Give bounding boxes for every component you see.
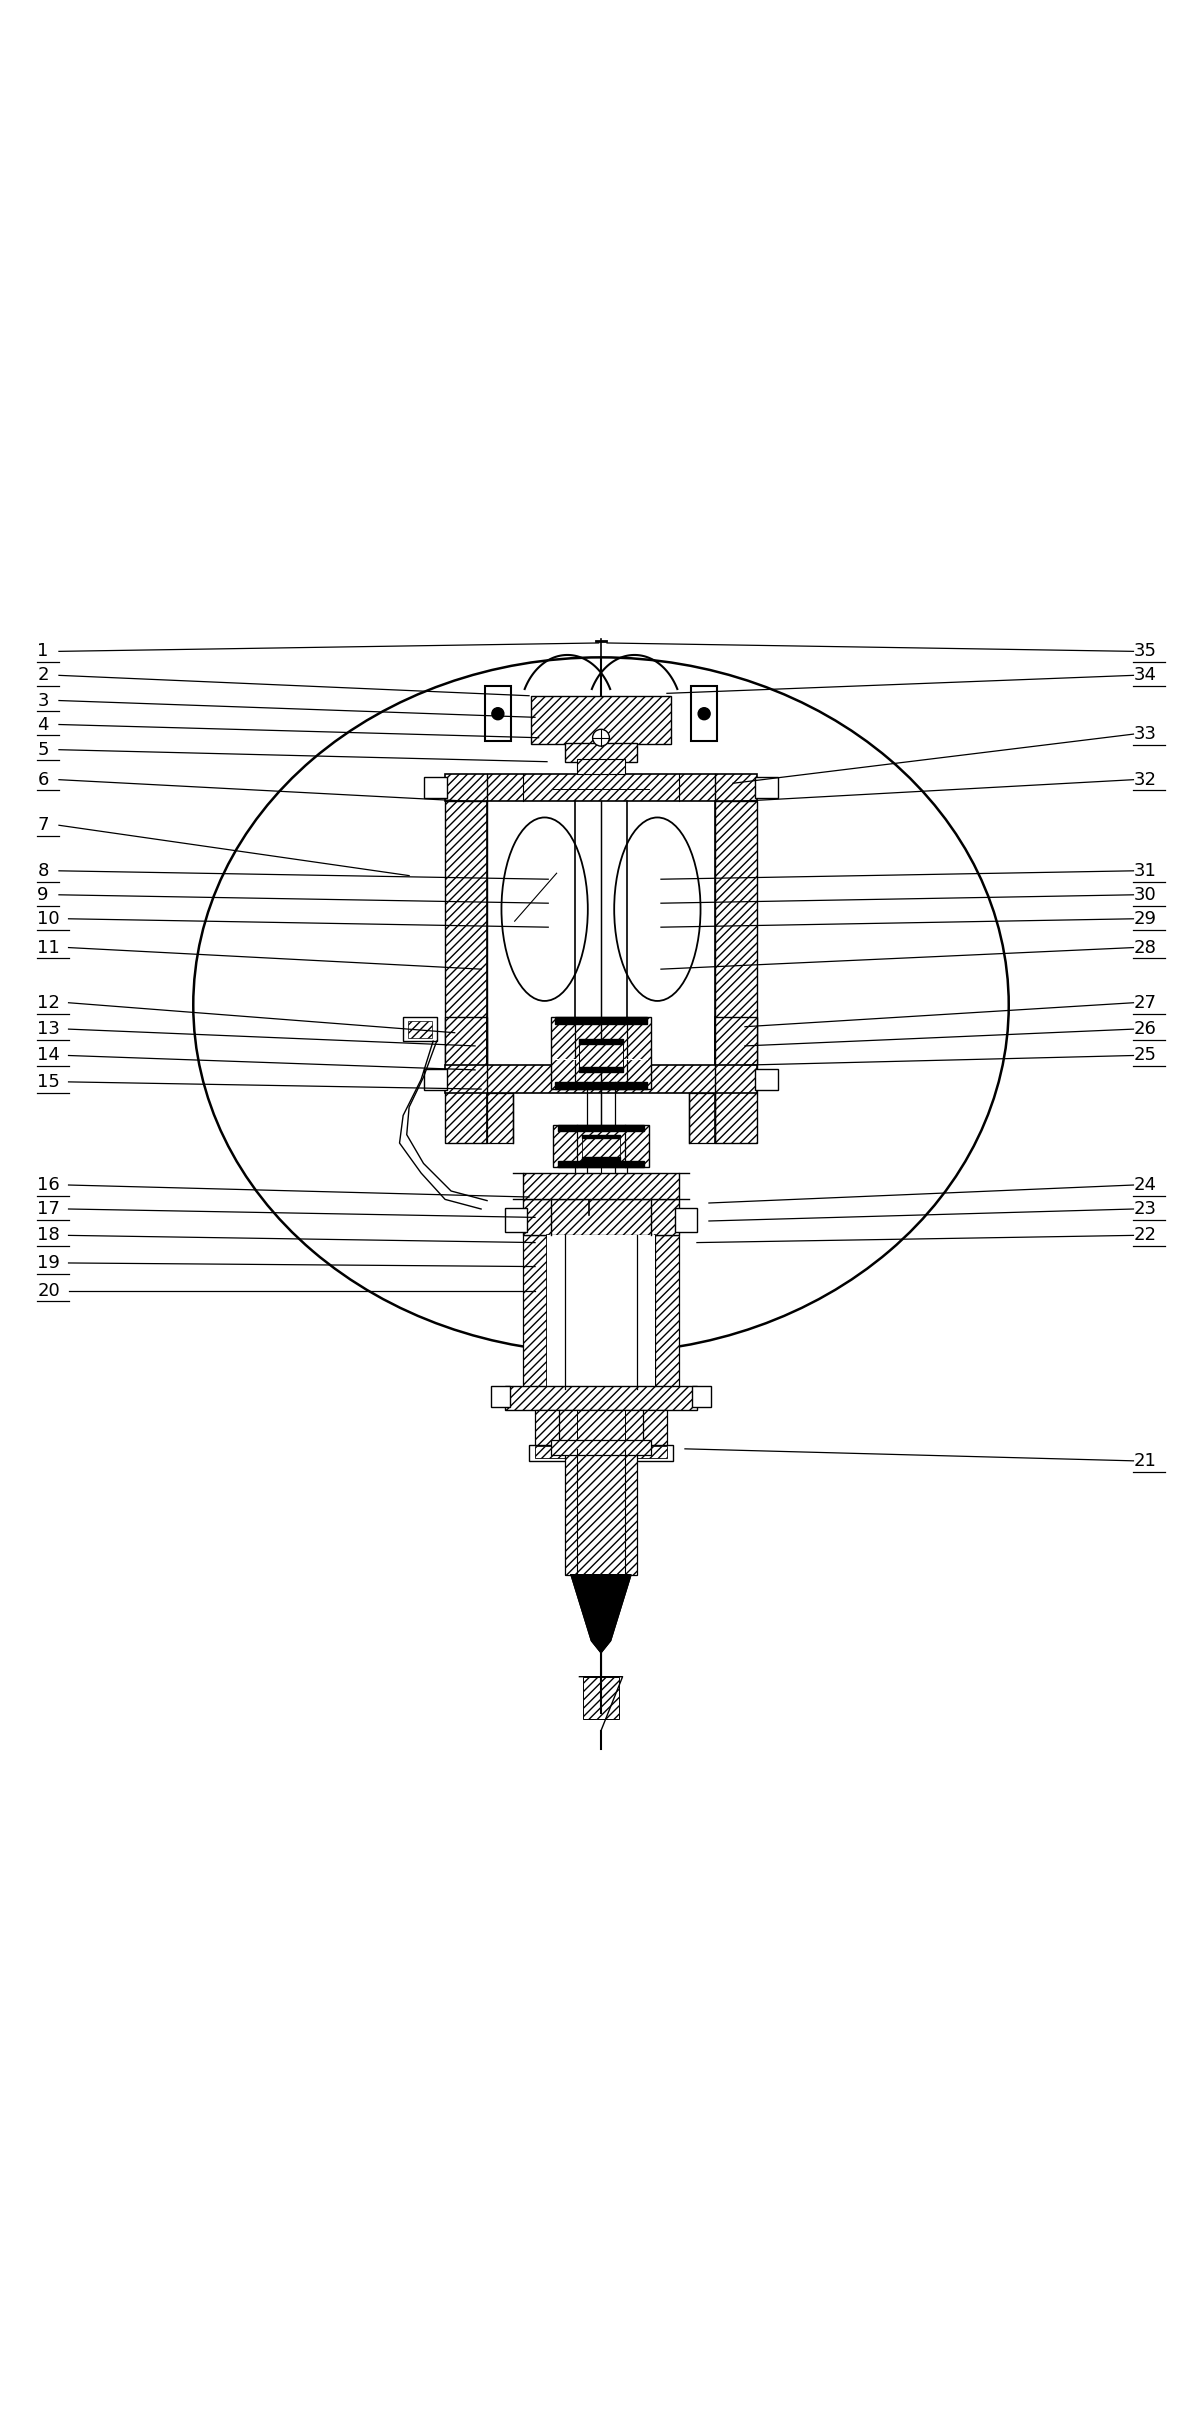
Bar — [523, 1199, 679, 1236]
Text: 21: 21 — [1133, 1451, 1156, 1470]
Bar — [505, 1386, 697, 1410]
Text: 11: 11 — [37, 938, 60, 958]
Text: 12: 12 — [37, 994, 60, 1011]
Bar — [582, 1139, 620, 1158]
Text: 7: 7 — [37, 817, 49, 834]
Bar — [551, 1441, 651, 1456]
Bar — [579, 1066, 623, 1071]
Bar — [445, 800, 487, 1064]
Text: 9: 9 — [37, 885, 49, 904]
Bar — [403, 1018, 436, 1042]
Bar — [655, 1236, 679, 1388]
Text: 20: 20 — [37, 1282, 60, 1298]
Bar — [523, 1173, 679, 1199]
Bar — [490, 1386, 510, 1407]
Text: 16: 16 — [37, 1175, 60, 1194]
Text: 15: 15 — [37, 1074, 60, 1091]
Text: 24: 24 — [1133, 1175, 1156, 1194]
Bar — [535, 1446, 667, 1458]
Text: 23: 23 — [1133, 1199, 1156, 1219]
Bar — [423, 776, 447, 798]
Text: 33: 33 — [1133, 725, 1156, 742]
Text: 13: 13 — [37, 1020, 60, 1037]
Bar — [565, 742, 637, 762]
Circle shape — [492, 708, 504, 721]
Text: 14: 14 — [37, 1047, 60, 1064]
Text: 8: 8 — [37, 861, 49, 880]
Bar — [558, 1161, 644, 1168]
Text: 31: 31 — [1133, 861, 1156, 880]
Bar — [636, 1236, 655, 1388]
Circle shape — [593, 730, 609, 747]
Bar — [676, 1209, 697, 1231]
Bar — [445, 774, 757, 800]
Ellipse shape — [614, 817, 701, 1001]
Bar — [555, 1081, 647, 1088]
Bar — [505, 1209, 526, 1231]
Bar — [558, 1124, 644, 1132]
Bar — [529, 1446, 673, 1460]
Bar — [547, 1236, 655, 1388]
Bar — [535, 1410, 667, 1448]
Bar — [692, 1386, 712, 1407]
Bar — [579, 1045, 623, 1066]
Text: 28: 28 — [1133, 938, 1156, 958]
Bar — [553, 1124, 649, 1168]
Polygon shape — [571, 1574, 631, 1654]
Text: 26: 26 — [1133, 1020, 1156, 1037]
Text: 34: 34 — [1133, 667, 1156, 684]
Bar — [445, 1018, 487, 1144]
Text: 1: 1 — [37, 643, 49, 660]
Text: 5: 5 — [37, 740, 49, 759]
Ellipse shape — [501, 817, 588, 1001]
Text: 17: 17 — [37, 1199, 60, 1219]
Text: 22: 22 — [1133, 1226, 1156, 1245]
Bar — [445, 1064, 757, 1093]
Bar — [531, 696, 671, 745]
Bar — [715, 800, 757, 1064]
Bar — [551, 1018, 651, 1088]
Text: 4: 4 — [37, 716, 49, 733]
Text: 3: 3 — [37, 692, 49, 708]
Bar — [582, 1134, 620, 1139]
Text: 32: 32 — [1133, 771, 1156, 788]
Bar — [579, 1040, 623, 1045]
Text: 18: 18 — [37, 1226, 60, 1245]
Circle shape — [698, 708, 710, 721]
Bar — [691, 687, 718, 742]
Bar — [565, 1448, 637, 1574]
Bar — [583, 1676, 619, 1719]
Bar — [407, 1020, 432, 1037]
Text: 25: 25 — [1133, 1047, 1156, 1064]
Text: 10: 10 — [37, 909, 60, 929]
Bar — [715, 1018, 757, 1144]
Bar — [689, 1093, 715, 1144]
Bar — [484, 687, 511, 742]
Bar — [523, 1236, 547, 1388]
Text: 35: 35 — [1133, 643, 1156, 660]
Text: 19: 19 — [37, 1255, 60, 1272]
Text: 2: 2 — [37, 667, 49, 684]
Bar — [487, 1093, 513, 1144]
Text: 29: 29 — [1133, 909, 1156, 929]
Bar — [755, 776, 779, 798]
Text: 30: 30 — [1133, 885, 1156, 904]
Bar — [755, 1069, 779, 1091]
Bar — [577, 759, 625, 774]
Bar — [555, 1018, 647, 1025]
Text: 6: 6 — [37, 771, 49, 788]
Bar — [547, 1236, 566, 1388]
Bar — [423, 1069, 447, 1091]
Text: 27: 27 — [1133, 994, 1156, 1011]
Bar — [582, 1158, 620, 1161]
